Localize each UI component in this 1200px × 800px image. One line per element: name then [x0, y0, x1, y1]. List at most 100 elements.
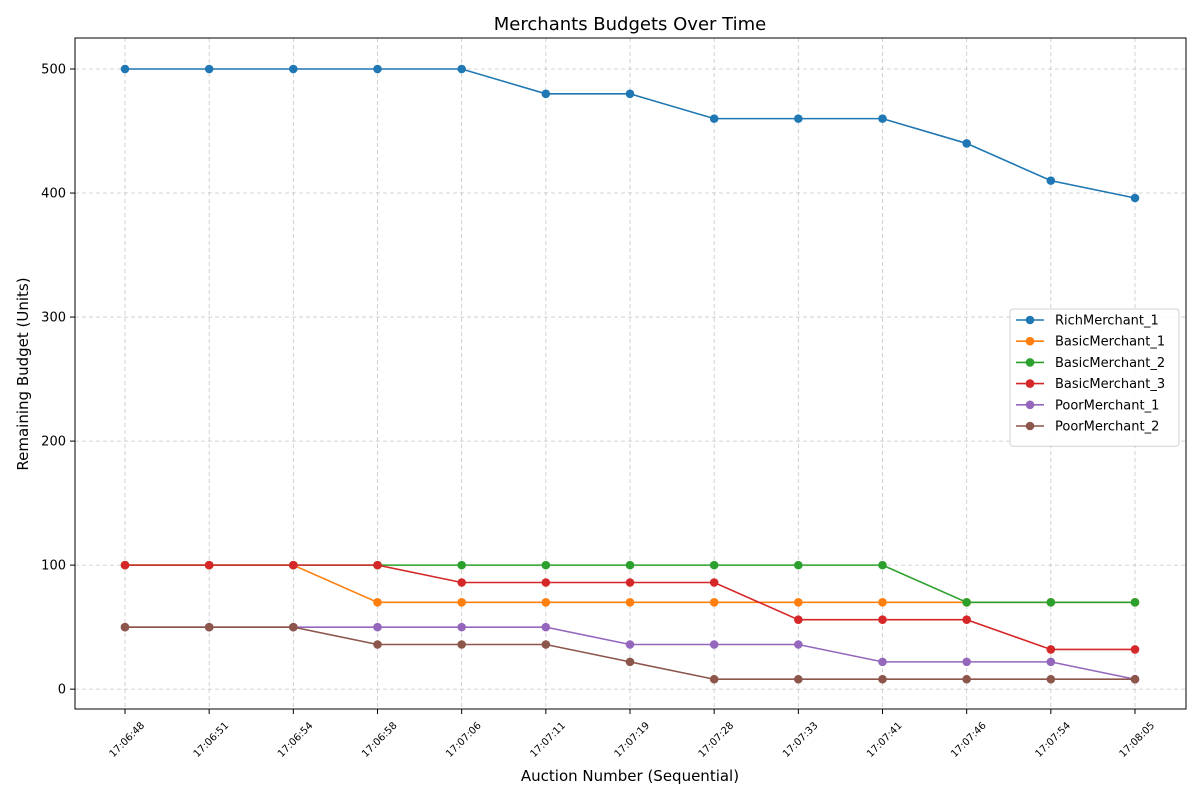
y-tick-label: 100	[41, 559, 66, 574]
x-tick-label: 17:07:28	[697, 720, 737, 760]
data-point	[625, 657, 635, 667]
data-point	[794, 114, 803, 123]
data-point	[457, 598, 466, 607]
data-point	[878, 598, 887, 607]
x-tick-label: 17:07:33	[781, 720, 821, 760]
data-point	[541, 578, 551, 587]
series-BasicMerchant_3	[120, 560, 1140, 654]
data-point	[373, 560, 382, 570]
data-point	[625, 89, 635, 99]
data-point	[709, 598, 719, 607]
data-point	[625, 560, 635, 570]
data-point	[373, 64, 382, 74]
data-point	[878, 114, 887, 123]
data-point	[289, 560, 298, 570]
data-point	[1046, 598, 1056, 607]
data-point	[878, 674, 887, 684]
data-point	[204, 64, 214, 74]
data-point	[962, 615, 971, 624]
legend-marker	[1025, 421, 1035, 431]
x-tick-label: 17:07:46	[949, 720, 989, 760]
data-point	[541, 560, 551, 570]
data-point	[794, 674, 803, 684]
legend-marker	[1025, 400, 1035, 410]
data-point	[373, 598, 382, 607]
data-point	[457, 578, 466, 587]
data-point	[1046, 176, 1056, 185]
data-point	[457, 640, 466, 649]
data-point	[120, 560, 130, 570]
legend-label: RichMerchant_1	[1055, 314, 1159, 329]
legend-item: PoorMerchant_1	[1016, 398, 1159, 413]
data-point	[709, 640, 719, 649]
data-point	[962, 674, 971, 684]
data-point	[289, 622, 298, 632]
data-point	[625, 598, 635, 607]
data-point	[625, 578, 635, 587]
legend-marker	[1025, 358, 1035, 367]
data-point	[120, 64, 130, 74]
x-tick-label: 17:06:48	[108, 720, 148, 760]
x-tick-label: 17:07:19	[613, 720, 653, 760]
data-point	[373, 640, 382, 649]
data-point	[962, 657, 971, 667]
data-point	[962, 139, 971, 148]
data-point	[289, 64, 298, 74]
data-point	[794, 640, 803, 649]
x-tick-label: 17:06:54	[276, 720, 316, 760]
data-point	[878, 615, 887, 624]
data-point	[1130, 645, 1140, 654]
legend: RichMerchant_1 BasicMerchant_1 BasicMercha…	[1009, 308, 1180, 447]
data-point	[541, 640, 551, 649]
data-point	[541, 622, 551, 632]
x-axis-ticks: 17:06:48 17:06:51 17:06:54 17:06:58 17:07:06…	[108, 709, 1158, 760]
x-tick-label: 17:07:41	[865, 720, 905, 760]
x-tick-label: 17:06:58	[360, 720, 400, 760]
legend-marker	[1025, 315, 1035, 325]
data-point	[373, 622, 382, 632]
legend-item: BasicMerchant_2	[1016, 356, 1165, 371]
y-tick-label: 500	[41, 63, 66, 78]
data-point	[878, 657, 887, 667]
series-layer	[120, 64, 1140, 684]
legend-item: PoorMerchant_2	[1016, 420, 1159, 435]
y-axis-label: Remaining Budget (Units)	[14, 277, 32, 470]
y-tick-label: 200	[41, 435, 66, 450]
data-point	[794, 615, 803, 624]
data-point	[1130, 193, 1140, 203]
data-point	[1046, 645, 1056, 654]
legend-marker	[1025, 336, 1035, 346]
data-point	[457, 560, 466, 570]
legend-label: PoorMerchant_2	[1055, 420, 1159, 435]
data-point	[457, 64, 466, 74]
data-point	[204, 622, 214, 632]
legend-label: BasicMerchant_2	[1055, 356, 1165, 371]
data-point	[457, 622, 466, 632]
data-point	[541, 89, 551, 99]
data-point	[1046, 657, 1056, 667]
y-tick-label: 400	[41, 187, 66, 202]
data-point	[709, 114, 719, 123]
data-point	[962, 598, 971, 607]
data-point	[120, 622, 130, 632]
data-point	[541, 598, 551, 607]
data-point	[794, 598, 803, 607]
series-PoorMerchant_1	[120, 622, 1140, 684]
data-point	[1130, 674, 1140, 684]
x-tick-label: 17:06:51	[192, 720, 232, 760]
series-PoorMerchant_2	[120, 622, 1140, 684]
legend-frame	[1009, 308, 1180, 447]
data-point	[1046, 674, 1056, 684]
x-tick-label: 17:08:05	[1118, 720, 1158, 760]
x-tick-label: 17:07:11	[528, 720, 568, 760]
series-RichMerchant_1	[120, 64, 1140, 203]
y-tick-label: 300	[41, 311, 66, 326]
legend-label: PoorMerchant_1	[1055, 398, 1159, 413]
data-point	[625, 640, 635, 649]
chart-title: Merchants Budgets Over Time	[494, 14, 766, 35]
legend-item: BasicMerchant_1	[1016, 335, 1165, 350]
data-point	[709, 578, 719, 587]
legend-label: BasicMerchant_1	[1055, 335, 1165, 350]
legend-label: BasicMerchant_3	[1055, 377, 1165, 392]
